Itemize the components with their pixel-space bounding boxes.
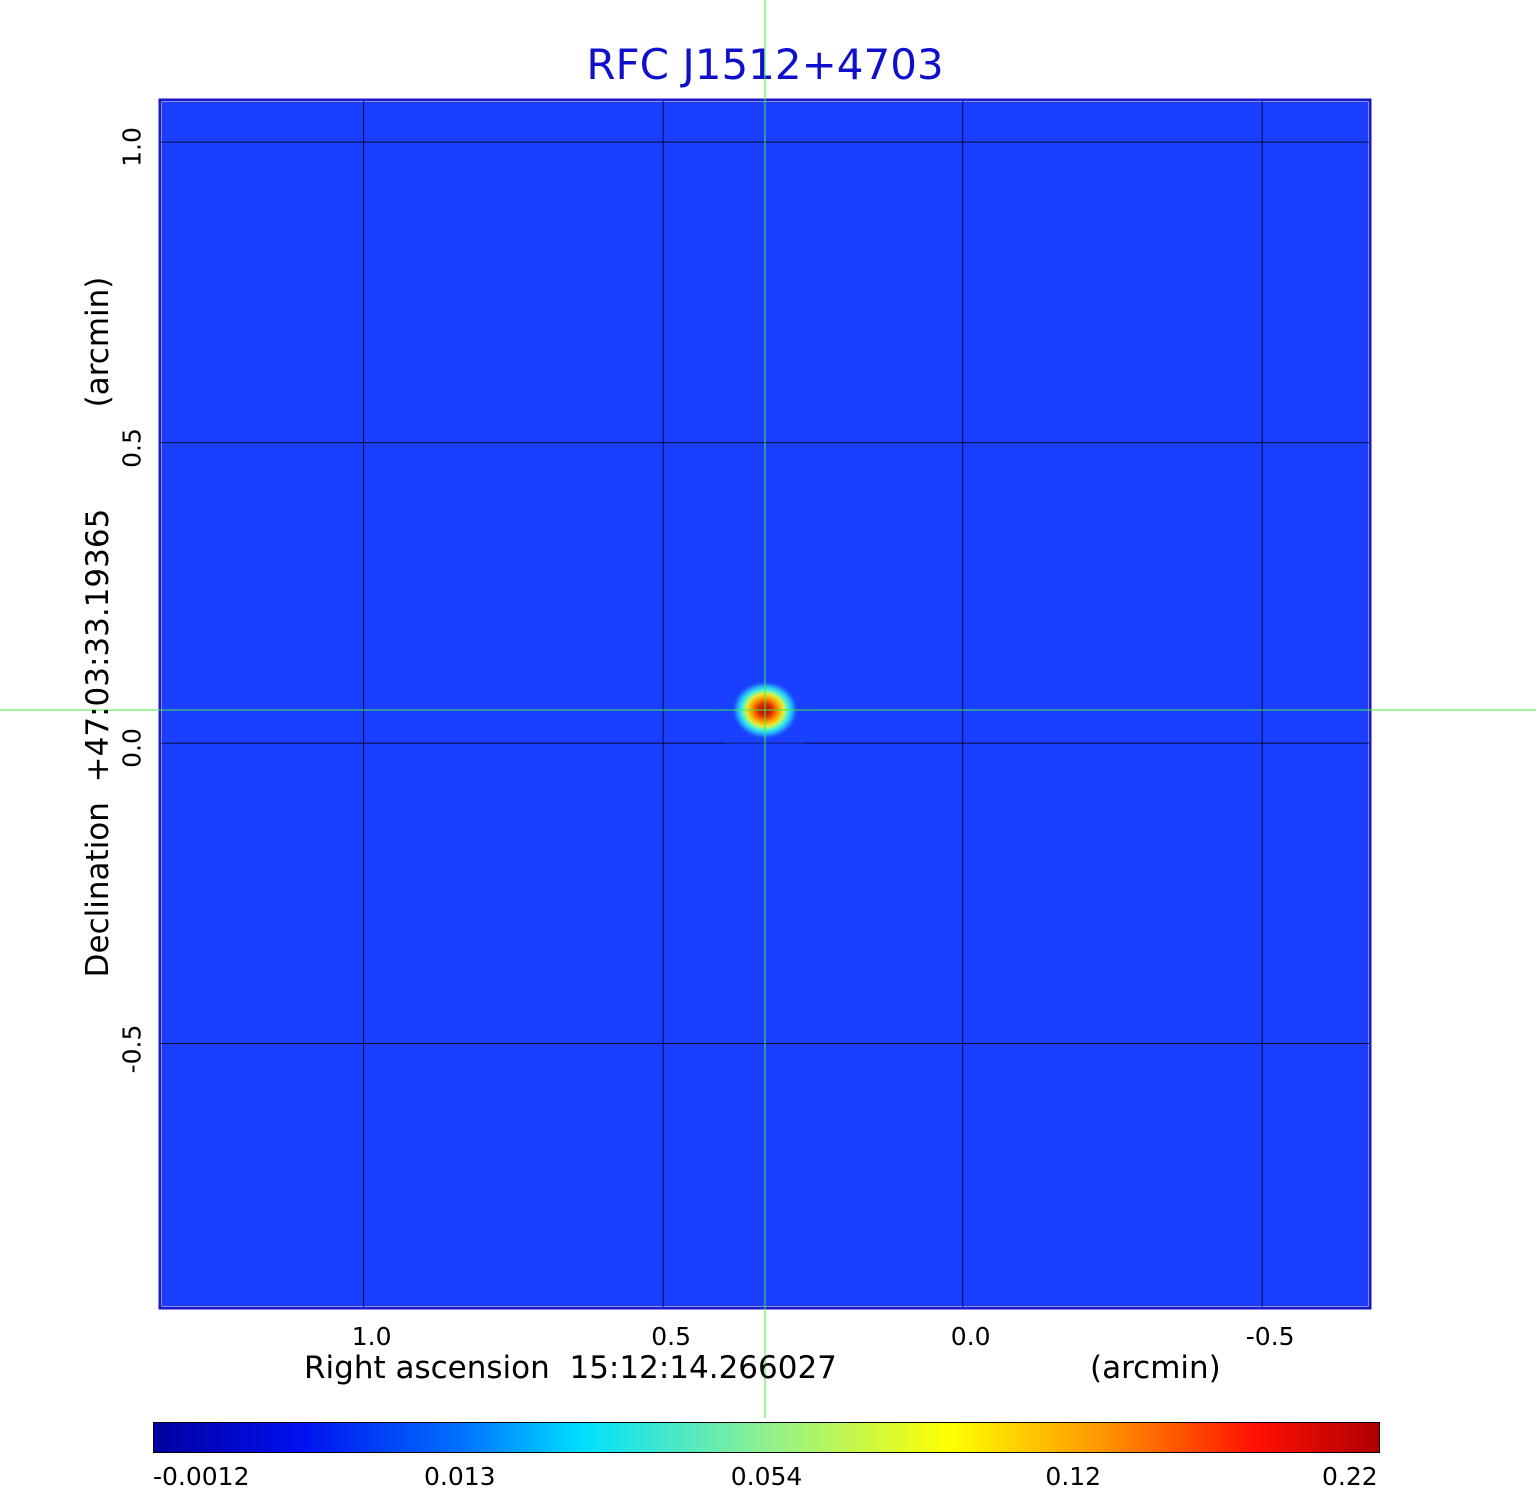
x-axis-unit: (arcmin) bbox=[1090, 1350, 1221, 1386]
x-tick-label: -0.5 bbox=[1245, 1322, 1295, 1351]
colorbar-tick-label: -0.0012 bbox=[153, 1462, 250, 1491]
x-axis-label: Right ascension 15:12:14.266027 bbox=[304, 1350, 837, 1386]
colorbar-tick-label: 0.054 bbox=[730, 1462, 803, 1491]
y-tick-label: 0.0 bbox=[117, 728, 147, 768]
colorbar-tick-label: 0.12 bbox=[1045, 1462, 1102, 1491]
colorbar-gradient bbox=[154, 1423, 1379, 1452]
y-tick-label: 0.5 bbox=[117, 427, 147, 468]
y-tick-label: 1.0 bbox=[117, 127, 147, 167]
y-axis-label: Declination +47:03:33.19365 bbox=[80, 508, 116, 978]
x-tick-label: 1.0 bbox=[351, 1322, 392, 1351]
x-tick-label: 0.5 bbox=[651, 1322, 692, 1351]
colorbar-tick-label: 0.013 bbox=[423, 1462, 496, 1491]
colorbar-tick-label: 0.22 bbox=[1322, 1462, 1378, 1491]
colorbar bbox=[153, 1422, 1380, 1453]
x-tick-label: 0.0 bbox=[950, 1322, 991, 1351]
y-tick-label: -0.5 bbox=[117, 1024, 147, 1073]
y-axis-unit: (arcmin) bbox=[80, 276, 116, 408]
